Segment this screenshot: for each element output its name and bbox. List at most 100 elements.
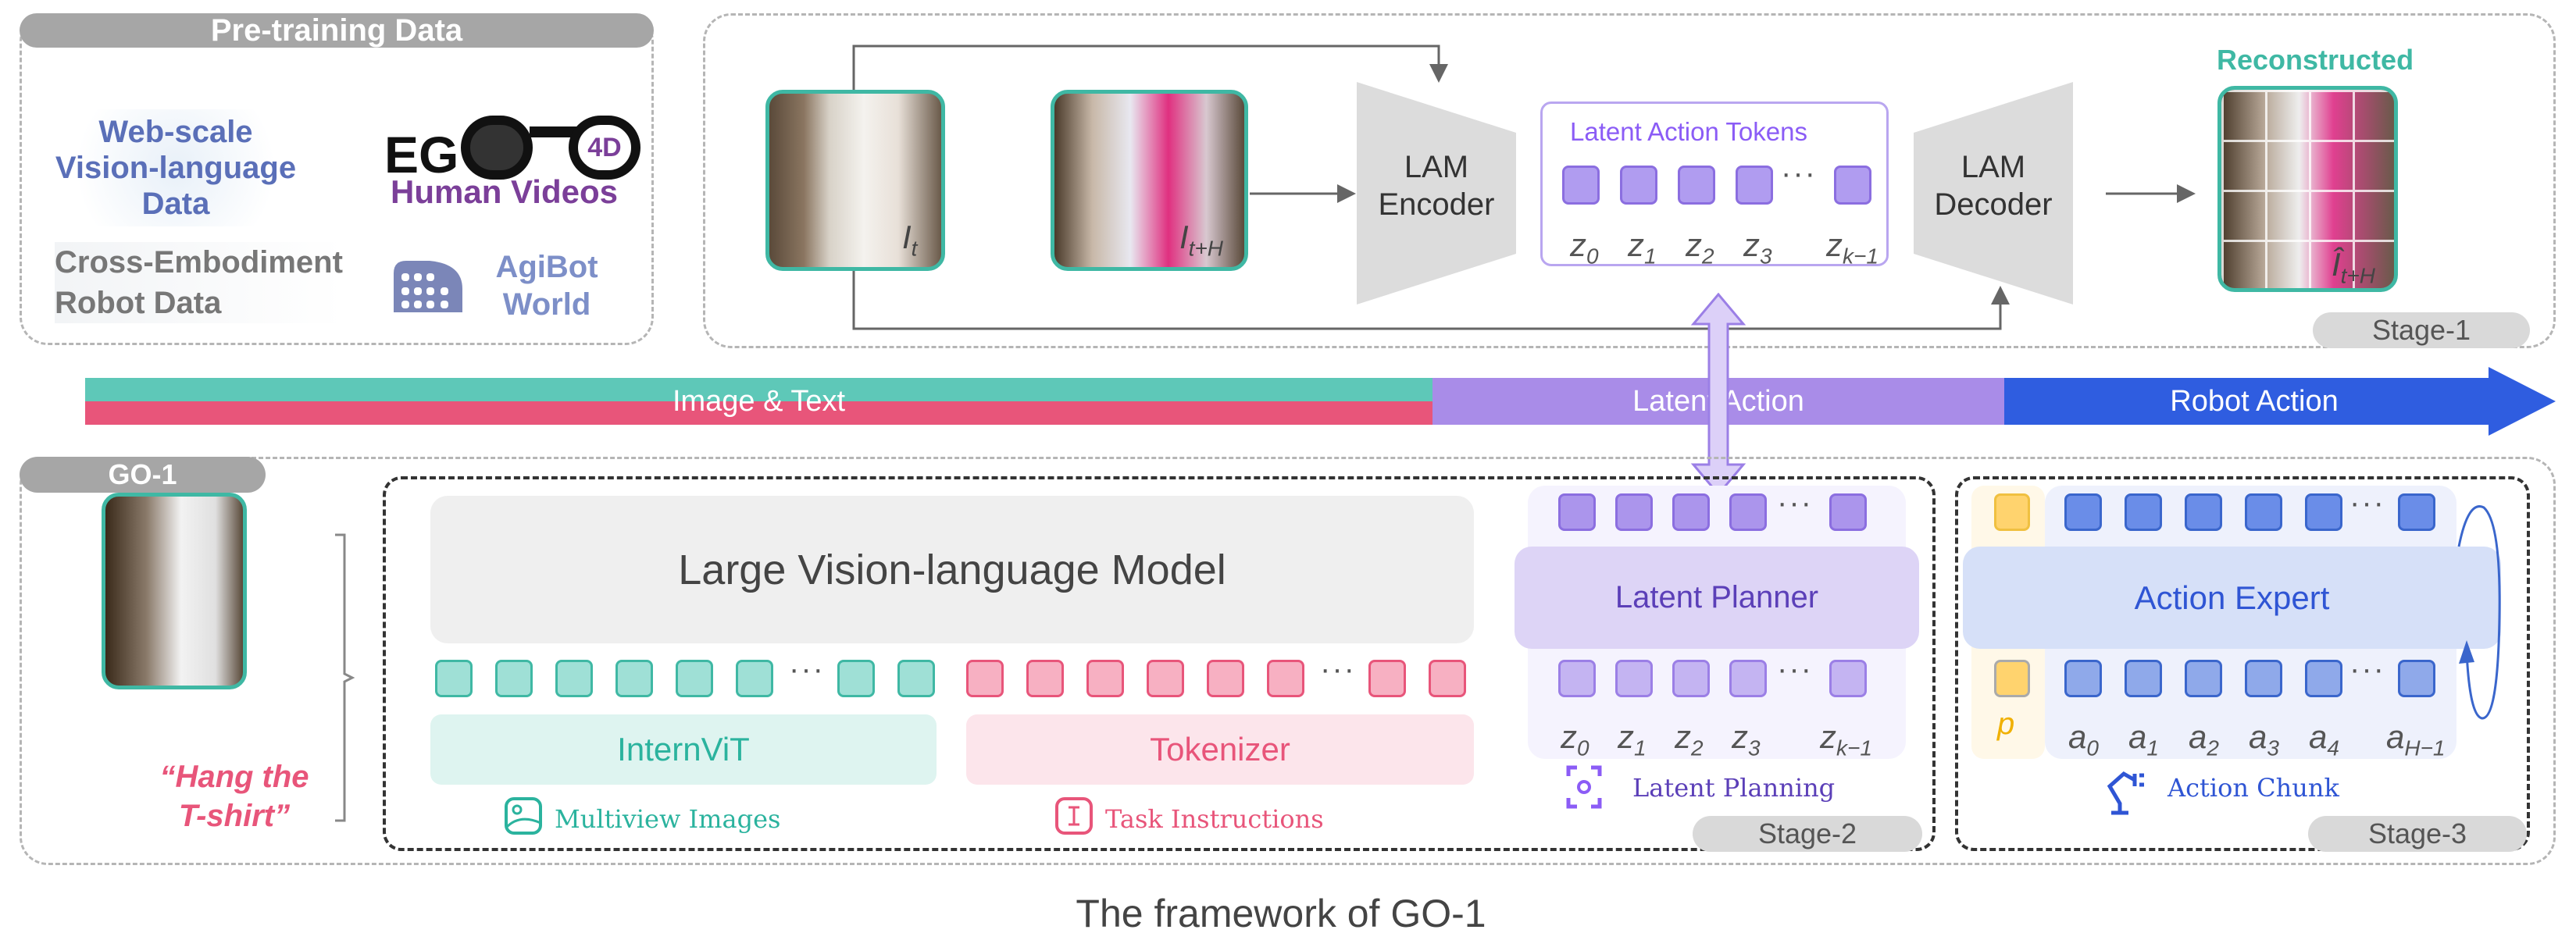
proprio-label: p xyxy=(1997,707,2015,741)
frame-image-t-plus-h xyxy=(1051,90,1248,271)
stage2-label: Stage-2 xyxy=(1693,816,1922,852)
figure-caption: The framework of GO-1 xyxy=(1076,892,1486,935)
pretraining-title: Pre-training Data xyxy=(20,13,654,48)
noisy-action-token xyxy=(2245,660,2282,697)
denoising-loop-arrow-icon xyxy=(2457,505,2501,720)
token-index-label: z1 xyxy=(1618,718,1647,760)
text-token xyxy=(1207,660,1244,697)
tokenizer: Tokenizer xyxy=(966,714,1474,785)
reconstructed-image xyxy=(2217,86,2398,292)
text-token xyxy=(1086,660,1124,697)
latent-action-token xyxy=(1620,166,1657,205)
token-index-label: z3 xyxy=(1743,226,1772,269)
latent-planning-label: Latent Planning xyxy=(1632,773,1836,803)
stage1-connector-lines xyxy=(852,45,2196,330)
colosseum-icon xyxy=(394,261,462,312)
latent-action-token xyxy=(1834,166,1871,205)
action-query-token xyxy=(2245,493,2282,531)
token-index-label: z0 xyxy=(1561,718,1589,760)
timeline-robot-action-arrow xyxy=(2004,367,2556,436)
ellipsis: ··· xyxy=(1320,652,1356,686)
text-cursor-icon xyxy=(1055,797,1093,835)
noisy-action-token xyxy=(2064,660,2102,697)
noisy-action-token xyxy=(2398,660,2435,697)
image-t-plus-h-label: It+H xyxy=(1179,219,1224,261)
latent-output-token xyxy=(1672,660,1710,697)
latent-output-token xyxy=(1829,660,1867,697)
go1-label: GO-1 xyxy=(20,457,266,493)
token-index-label: a3 xyxy=(2249,718,2279,760)
latent-output-token xyxy=(1615,660,1653,697)
text-token xyxy=(1429,660,1466,697)
stage2-panel xyxy=(383,476,1936,851)
latent-planning-icon xyxy=(1566,765,1602,809)
text-token xyxy=(966,660,1004,697)
latent-query-token xyxy=(1829,493,1867,531)
latent-query-token xyxy=(1558,493,1596,531)
action-query-token xyxy=(2064,493,2102,531)
ellipsis: ··· xyxy=(2349,652,2385,686)
noisy-action-token xyxy=(2305,660,2342,697)
cross-embodiment-label: Cross-Embodiment Robot Data xyxy=(55,242,343,323)
lam-encoder-shape xyxy=(1357,82,1516,305)
web-scale-line: Web-scale xyxy=(98,115,253,149)
latent-query-token xyxy=(1615,493,1653,531)
vision-language-line: Vision-language xyxy=(55,151,297,185)
text-token xyxy=(1368,660,1406,697)
vision-token xyxy=(676,660,713,697)
action-expert: Action Expert xyxy=(1963,547,2501,649)
latent-action-token xyxy=(1736,166,1773,205)
stage3-panel xyxy=(1955,476,2530,851)
ellipsis: ··· xyxy=(1777,486,1813,520)
latent-action-token xyxy=(1562,166,1600,205)
go1-panel xyxy=(20,457,2556,865)
vision-token xyxy=(837,660,875,697)
image-t-label: It xyxy=(902,219,918,261)
large-vision-language-model: Large Vision-language Model xyxy=(430,496,1474,643)
ego4d-logo: EG 4D xyxy=(384,108,642,183)
ellipsis: ··· xyxy=(1777,652,1813,686)
cross-embodiment-line: Cross-Embodiment xyxy=(55,245,343,280)
token-index-label: zk−1 xyxy=(1820,718,1872,760)
world-line: World xyxy=(502,287,591,322)
token-index-label: a4 xyxy=(2309,718,2339,760)
latent-action-tokens-box xyxy=(1540,102,1889,266)
noisy-action-token xyxy=(2185,660,2222,697)
task-instructions-label: Task Instructions xyxy=(1105,804,1324,834)
robot-data-line: Robot Data xyxy=(55,286,222,320)
text-token xyxy=(1147,660,1184,697)
stage1-label: Stage-1 xyxy=(2313,312,2530,348)
timeline-pink-band xyxy=(85,401,1432,425)
ellipsis: ··· xyxy=(2349,486,2385,520)
stage1-panel xyxy=(703,13,2556,348)
vision-token xyxy=(495,660,533,697)
human-videos-label: Human Videos xyxy=(391,173,618,210)
token-index-label: aH−1 xyxy=(2386,718,2446,760)
ellipsis: ··· xyxy=(789,652,825,686)
image-icon xyxy=(505,797,542,835)
agibot-line: AgiBot xyxy=(495,250,598,284)
vision-token xyxy=(555,660,593,697)
robot-observation-image xyxy=(102,493,247,689)
reconstructed-label: Reconstructed xyxy=(2217,44,2414,76)
ellipsis: ··· xyxy=(1781,156,1817,191)
token-index-label: z3 xyxy=(1732,718,1761,760)
stage3-label: Stage-3 xyxy=(2308,816,2527,852)
action-query-token xyxy=(2185,493,2222,531)
lam-decoder: LAM Decoder xyxy=(1934,150,2053,222)
latent-query-token xyxy=(1672,493,1710,531)
vision-token xyxy=(435,660,473,697)
latent-action-token xyxy=(1678,166,1715,205)
action-query-token xyxy=(2305,493,2342,531)
token-index-label: z2 xyxy=(1686,226,1714,269)
text-token xyxy=(1267,660,1304,697)
token-index-label: a0 xyxy=(2068,718,2099,760)
latent-planner: Latent Planner xyxy=(1515,547,1919,649)
timeline-image-text: Image & Text xyxy=(672,384,846,418)
instruction-text: “Hang the T-shirt” xyxy=(159,760,309,833)
token-index-label: a2 xyxy=(2189,718,2219,760)
reconstructed-image-label: Ît+H xyxy=(2332,246,2376,288)
timeline-robot-action: Robot Action xyxy=(2170,384,2339,418)
proprio-token xyxy=(1994,493,2030,531)
text-token xyxy=(1026,660,1064,697)
